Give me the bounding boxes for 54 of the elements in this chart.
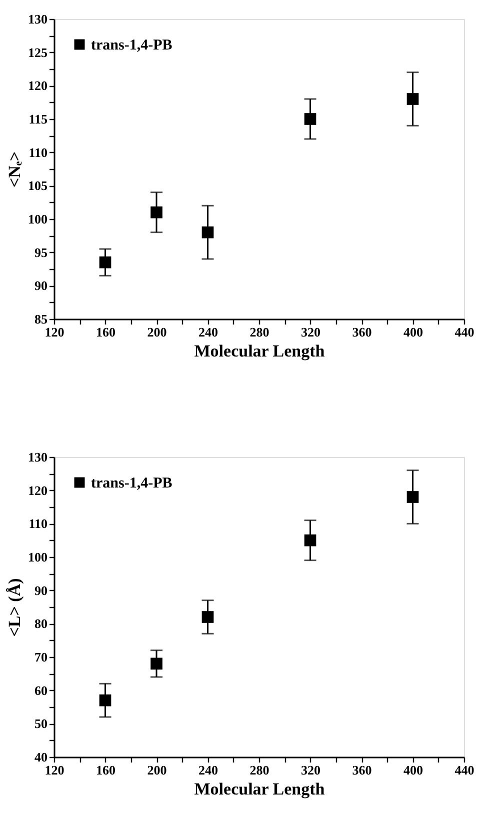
x-tick-label: 320 — [301, 762, 320, 778]
legend-label: trans-1,4-PB — [91, 38, 172, 54]
x-tick-label: 120 — [44, 324, 64, 340]
y-tick-label: 100 — [28, 550, 48, 564]
x-tick-label: 120 — [44, 762, 64, 778]
point — [202, 611, 214, 623]
y-tick-label: 50 — [34, 716, 48, 732]
point — [406, 93, 419, 105]
y-tick-label: 85 — [34, 312, 48, 326]
y-tick-label: 130 — [28, 12, 48, 26]
x-tick-label: 280 — [250, 762, 270, 778]
point — [150, 206, 162, 218]
x-axis-title: Molecular Length — [194, 342, 326, 360]
y-tick-label: 110 — [28, 144, 48, 160]
x-tick-label: 160 — [96, 762, 116, 778]
y-axis-title: <L> (Å) — [5, 578, 24, 637]
y-tick-label: 105 — [28, 178, 48, 194]
y-tick-label: 100 — [28, 212, 48, 226]
point — [406, 491, 419, 503]
x-tick-label: 400 — [404, 324, 423, 340]
x-tick-label: 240 — [198, 762, 218, 778]
y-tick-label: 125 — [28, 44, 48, 60]
x-tick-label: 440 — [454, 762, 474, 778]
point — [150, 658, 162, 670]
point — [99, 256, 112, 268]
y-tick-label: 130 — [28, 450, 48, 464]
y-tick-label: 115 — [28, 112, 48, 126]
x-tick-label: 280 — [250, 324, 270, 340]
y-tick-label: 90 — [34, 582, 48, 598]
point — [202, 226, 214, 238]
x-tick-label: 360 — [352, 324, 372, 340]
x-tick-label: 360 — [352, 762, 372, 778]
x-tick-label: 200 — [147, 324, 167, 340]
point — [304, 113, 316, 125]
point — [99, 694, 112, 706]
y-tick-label: 110 — [28, 516, 48, 532]
x-tick-label: 240 — [198, 324, 218, 340]
y-tick-label: 70 — [34, 650, 48, 664]
y-tick-label: 40 — [34, 750, 48, 764]
x-axis-title: Molecular Length — [194, 780, 326, 798]
y-tick-label: 90 — [34, 278, 48, 294]
point — [304, 534, 316, 546]
x-tick-label: 440 — [454, 324, 474, 340]
y-axis-title: <Nₑ> — [5, 151, 24, 188]
y-tick-label: 120 — [28, 482, 48, 498]
x-tick-label: 320 — [301, 324, 320, 340]
y-tick-label: 95 — [34, 244, 48, 260]
y-tick-label: 80 — [34, 616, 48, 632]
legend-label: trans-1,4-PB — [91, 476, 172, 492]
y-tick-label: 120 — [28, 78, 48, 94]
x-tick-label: 400 — [404, 762, 423, 778]
x-tick-label: 160 — [96, 324, 116, 340]
y-tick-label: 60 — [34, 682, 48, 698]
x-tick-label: 200 — [147, 762, 167, 778]
